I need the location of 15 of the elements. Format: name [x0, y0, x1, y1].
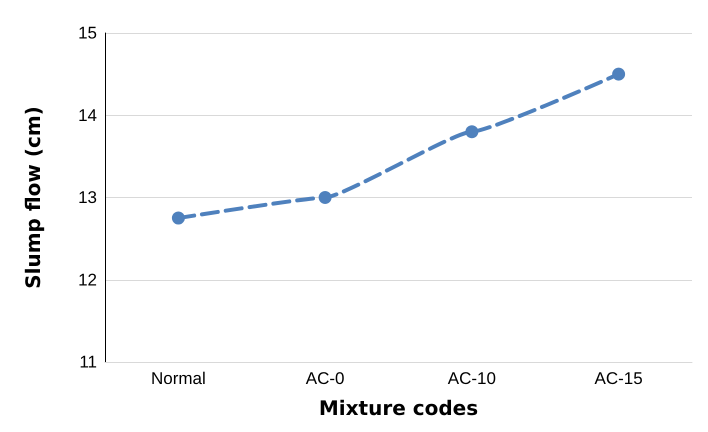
y-tick-label: 14 [78, 106, 97, 125]
y-tick-label: 15 [78, 24, 97, 42]
point [318, 191, 332, 204]
point [172, 212, 185, 225]
x-tick-label: Normal [150, 369, 206, 388]
point [465, 125, 478, 138]
y-tick-label: 13 [78, 188, 97, 207]
x-tick-label: AC-0 [306, 369, 344, 388]
y-axis-title: Slump flow (cm) [21, 106, 45, 289]
x-tick-label: AC-10 [448, 369, 496, 388]
y-tick-label: 11 [79, 352, 97, 372]
x-axis-title: Mixture codes [318, 396, 478, 420]
x-tick-label: AC-15 [594, 369, 643, 388]
y-tick-label: 12 [78, 270, 97, 290]
point [612, 68, 626, 81]
